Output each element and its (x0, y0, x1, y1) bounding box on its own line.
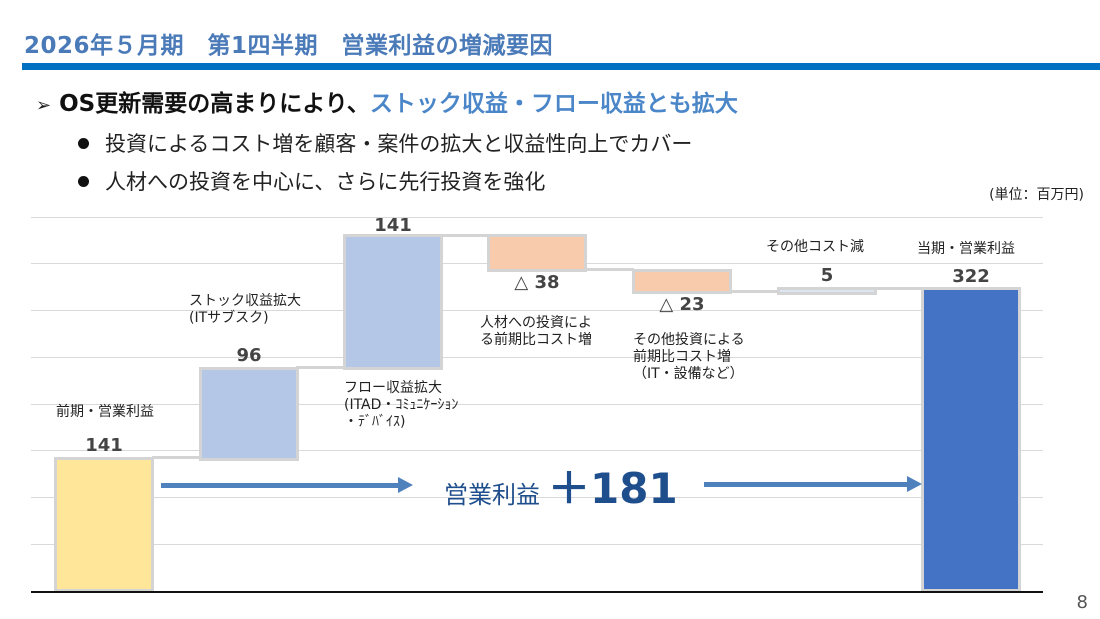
bullet-dot-icon (78, 137, 89, 149)
category-label-line: ・ﾃﾞﾊﾞｲｽ) (344, 414, 406, 430)
category-label: その他投資による 前期比コスト増 （IT・設備など） (633, 332, 745, 383)
headline-accent-text: ストック収益・フロー収益とも拡大 (369, 91, 738, 117)
gridline (31, 544, 1043, 545)
bullet-text: 投資によるコスト増を顧客・案件の拡大と収益性向上でカバー (105, 132, 693, 156)
bullet-dot-icon (78, 175, 89, 187)
value-label: △ 23 (659, 294, 705, 315)
right-arrow-icon (704, 476, 922, 492)
gridline (31, 450, 1043, 451)
category-label: 当期・営業利益 (917, 241, 1015, 258)
category-label-line: フロー収益拡大 (344, 380, 442, 396)
category-label-line: その他投資による (633, 332, 745, 348)
category-label-line: その他コスト減 (766, 239, 864, 255)
category-label-line: （IT・設備など） (633, 366, 744, 382)
delta-label: 営業利益 (444, 481, 540, 509)
category-label-line: (ITAD・ｺﾐｭﾆｹｰｼｮﾝ (344, 397, 459, 413)
value-label: 96 (236, 345, 262, 366)
category-label: 前期・営業利益 (56, 404, 154, 421)
value-label: 141 (85, 435, 123, 456)
connector-line (440, 234, 489, 237)
profit-increase-annotation: 営業利益 ＋181 (444, 455, 678, 516)
connector-line (585, 268, 634, 271)
gridline (31, 310, 1043, 311)
bullet-text: 人材への投資を中心に、さらに先行投資を強化 (105, 170, 546, 194)
bar-stock-revenue (199, 367, 299, 461)
connector-line (152, 456, 202, 459)
arrow-bullet-icon: ➢ (36, 95, 52, 116)
category-label: ストック収益拡大 (ITサブスク) (189, 293, 301, 327)
right-arrow-icon (161, 477, 413, 493)
category-label: フロー収益拡大 (ITAD・ｺﾐｭﾆｹｰｼｮﾝ ・ﾃﾞﾊﾞｲｽ) (344, 380, 458, 431)
category-label-line: (ITサブスク) (189, 310, 269, 326)
bar-current-profit (921, 287, 1021, 592)
connector-line (296, 366, 346, 369)
category-label-line: 前期比コスト増 (633, 349, 731, 365)
gridline (31, 497, 1043, 498)
bar-other-cost-reduction (777, 287, 877, 295)
page-title: 2026年５月期 第1四半期 営業利益の増減要因 (24, 33, 554, 59)
gridline (31, 217, 1043, 218)
category-label: その他コスト減 (766, 239, 864, 256)
page-number: 8 (1076, 592, 1088, 613)
title-rule (22, 63, 1100, 70)
bar-flow-revenue (343, 234, 443, 370)
bar-hr-investment (487, 234, 587, 272)
value-label: 141 (374, 215, 412, 236)
bullet-item: 投資によるコスト増を顧客・案件の拡大と収益性向上でカバー (78, 128, 692, 158)
bar-previous-profit (54, 457, 154, 592)
bullet-item: 人材への投資を中心に、さらに先行投資を強化 (78, 166, 545, 196)
value-label: 322 (952, 266, 990, 287)
connector-line (730, 290, 779, 293)
value-label: 5 (820, 265, 834, 286)
category-label-line: ストック収益拡大 (189, 293, 301, 309)
value-label: △ 38 (514, 272, 560, 293)
bar-other-investment (632, 269, 732, 294)
delta-value: ＋181 (548, 464, 678, 513)
headline-text: OS更新需要の高まりにより、 (59, 91, 370, 117)
category-label: 人材への投資によ る前期比コスト増 (480, 315, 592, 349)
connector-line (874, 287, 924, 290)
headline: ➢ OS更新需要の高まりにより、ストック収益・フロー収益とも拡大 (36, 84, 738, 118)
unit-label: (単位：百万円) (989, 187, 1084, 203)
gridline (31, 357, 1043, 358)
x-axis-baseline (31, 591, 1043, 593)
category-label-line: 人材への投資によ (480, 315, 592, 331)
category-label-line: 前期・営業利益 (56, 404, 154, 420)
category-label-line: 当期・営業利益 (917, 241, 1015, 257)
gridline (31, 404, 1043, 405)
category-label-line: る前期比コスト増 (480, 332, 592, 348)
